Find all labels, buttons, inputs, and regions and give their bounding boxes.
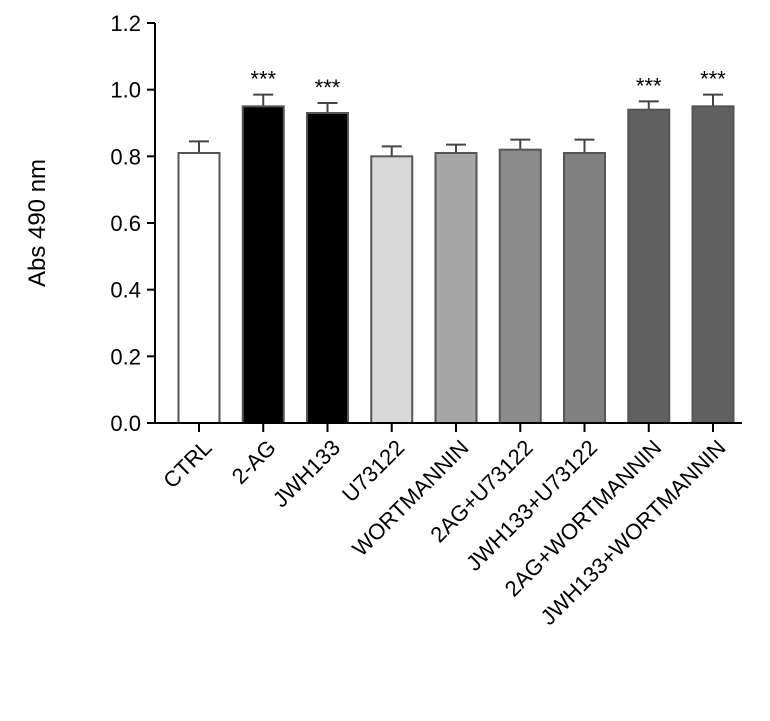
y-tick-label: 1.2 [110,11,141,36]
bars-group: *** *** *** *** [177,67,735,425]
x-tick-label: JWH133 [268,435,345,512]
y-tick-label: 0.0 [110,411,141,436]
bar-ctrl [177,152,221,424]
x-tick-label: 2-AG [227,435,281,489]
x-axis: CTRL 2-AGJWH133U73122WORTMANNIN2AG+U73122… [155,422,742,630]
significance-label: *** [315,75,341,100]
y-tick-label: 0.4 [110,278,141,303]
bar-u73122 [370,155,414,424]
x-tick-label: WORTMANNIN [347,435,473,561]
bar-2ag-u73122 [498,148,542,425]
y-axis-label: Abs 490 nm [24,159,51,287]
bar-wortmannin [434,152,478,424]
bar-jwh133-u73122 [563,152,606,424]
y-tick-label: 0.8 [110,144,141,169]
bar-2ag-wortmannin [627,108,671,425]
significance-label: *** [636,73,662,98]
bar-jwh133-wortmannin [691,105,735,424]
x-tick-label: CTRL [158,435,216,493]
bar-2-ag [241,105,285,424]
significance-label: *** [700,67,726,92]
significance-label: *** [250,67,276,92]
y-tick-label: 0.6 [110,211,141,236]
bar-jwh133 [306,112,349,424]
y-tick-label: 0.2 [110,344,141,369]
y-axis: 0.0 0.2 0.4 0.6 0.8 1.0 1.2 [110,11,156,436]
y-tick-label: 1.0 [110,78,141,103]
